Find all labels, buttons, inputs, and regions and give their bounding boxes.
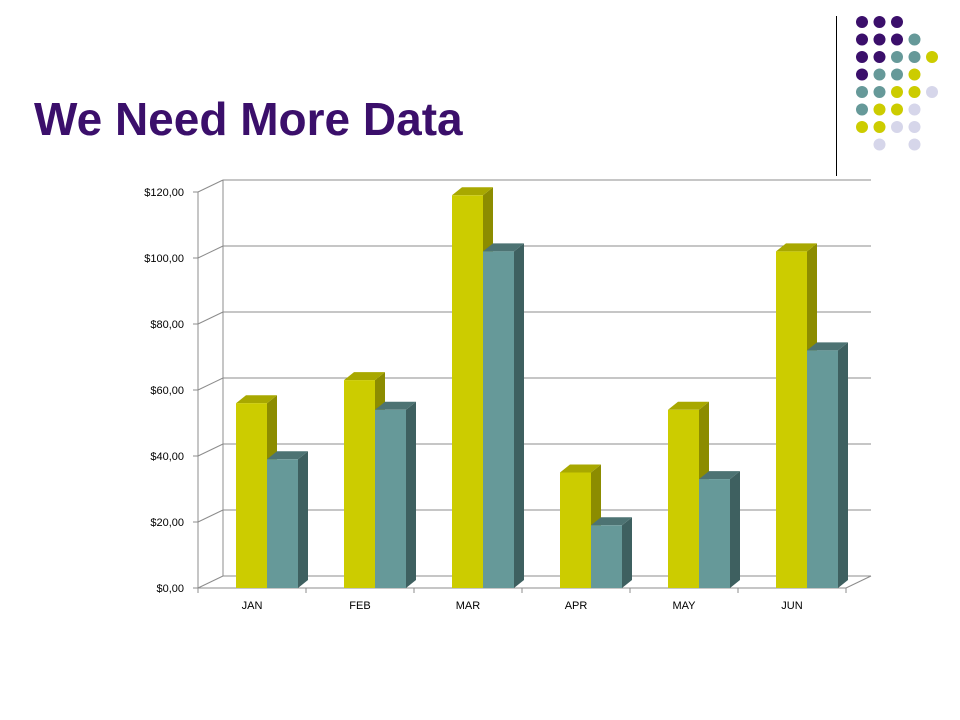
bar <box>591 517 632 588</box>
bar-top <box>699 471 740 480</box>
bar-top <box>668 401 709 410</box>
bar <box>807 342 848 588</box>
bar-side <box>406 401 416 588</box>
gridline-side <box>197 509 224 523</box>
bar-top <box>591 517 632 526</box>
chart-gridlines <box>197 179 871 589</box>
x-tick-label: APR <box>565 600 588 612</box>
decorative-divider-line <box>836 16 837 176</box>
x-tick-label: JAN <box>242 600 263 612</box>
bar-side <box>838 342 848 588</box>
bar-side <box>622 517 632 588</box>
bar <box>375 401 416 588</box>
x-axis-tick-labels: JAN FEB MAR APR MAY JUN <box>242 600 803 612</box>
bar-top <box>807 342 848 351</box>
bar-side <box>730 471 740 588</box>
gridline-side <box>197 179 224 193</box>
bar-front <box>560 472 591 588</box>
x-tick-label: MAY <box>672 600 696 612</box>
bar <box>483 243 524 588</box>
gridline-side <box>197 377 224 391</box>
y-axis-tick-labels: $0,00 $20,00 $40,00 $60,00 $80,00 $100,00 $120… <box>144 187 184 595</box>
chart-bars <box>236 187 848 589</box>
bar-front <box>375 409 406 588</box>
x-tick-label: JUN <box>781 600 802 612</box>
y-tick-label: $0,00 <box>156 583 184 595</box>
bar-top <box>483 243 524 252</box>
y-tick-label: $120,00 <box>144 187 184 199</box>
bar <box>699 471 740 588</box>
bar-top <box>560 464 601 473</box>
y-tick-label: $40,00 <box>150 451 184 463</box>
bar-front <box>267 459 298 588</box>
bar-front <box>483 251 514 588</box>
bar-front <box>699 479 730 588</box>
y-tick-label: $100,00 <box>144 253 184 265</box>
slide-title: We Need More Data <box>34 93 463 145</box>
x-tick-label: MAR <box>456 600 481 612</box>
bar-front <box>344 380 375 588</box>
y-tick-label: $20,00 <box>150 517 184 529</box>
gridline-side <box>197 443 224 457</box>
gridline-side <box>197 311 224 325</box>
bar <box>267 451 308 588</box>
y-tick-label: $80,00 <box>150 319 184 331</box>
bar-side <box>298 451 308 588</box>
bar-top <box>267 451 308 460</box>
bar-front <box>668 409 699 588</box>
bar-front <box>236 403 267 588</box>
bar-top <box>375 401 416 410</box>
bar-front <box>591 525 622 588</box>
bar-front <box>807 350 838 588</box>
bar-top <box>236 395 277 404</box>
bar-top <box>776 243 817 252</box>
y-tick-label: $60,00 <box>150 385 184 397</box>
chart-axes <box>193 180 872 593</box>
bar-front <box>776 251 807 588</box>
floor-edge <box>845 575 872 589</box>
gridline-side <box>197 245 224 259</box>
bar-front <box>452 195 483 589</box>
bar-side <box>514 243 524 588</box>
gridline-side <box>197 575 224 589</box>
x-tick-label: FEB <box>349 600 370 612</box>
bar-top <box>452 187 493 196</box>
bar-top <box>344 372 385 381</box>
